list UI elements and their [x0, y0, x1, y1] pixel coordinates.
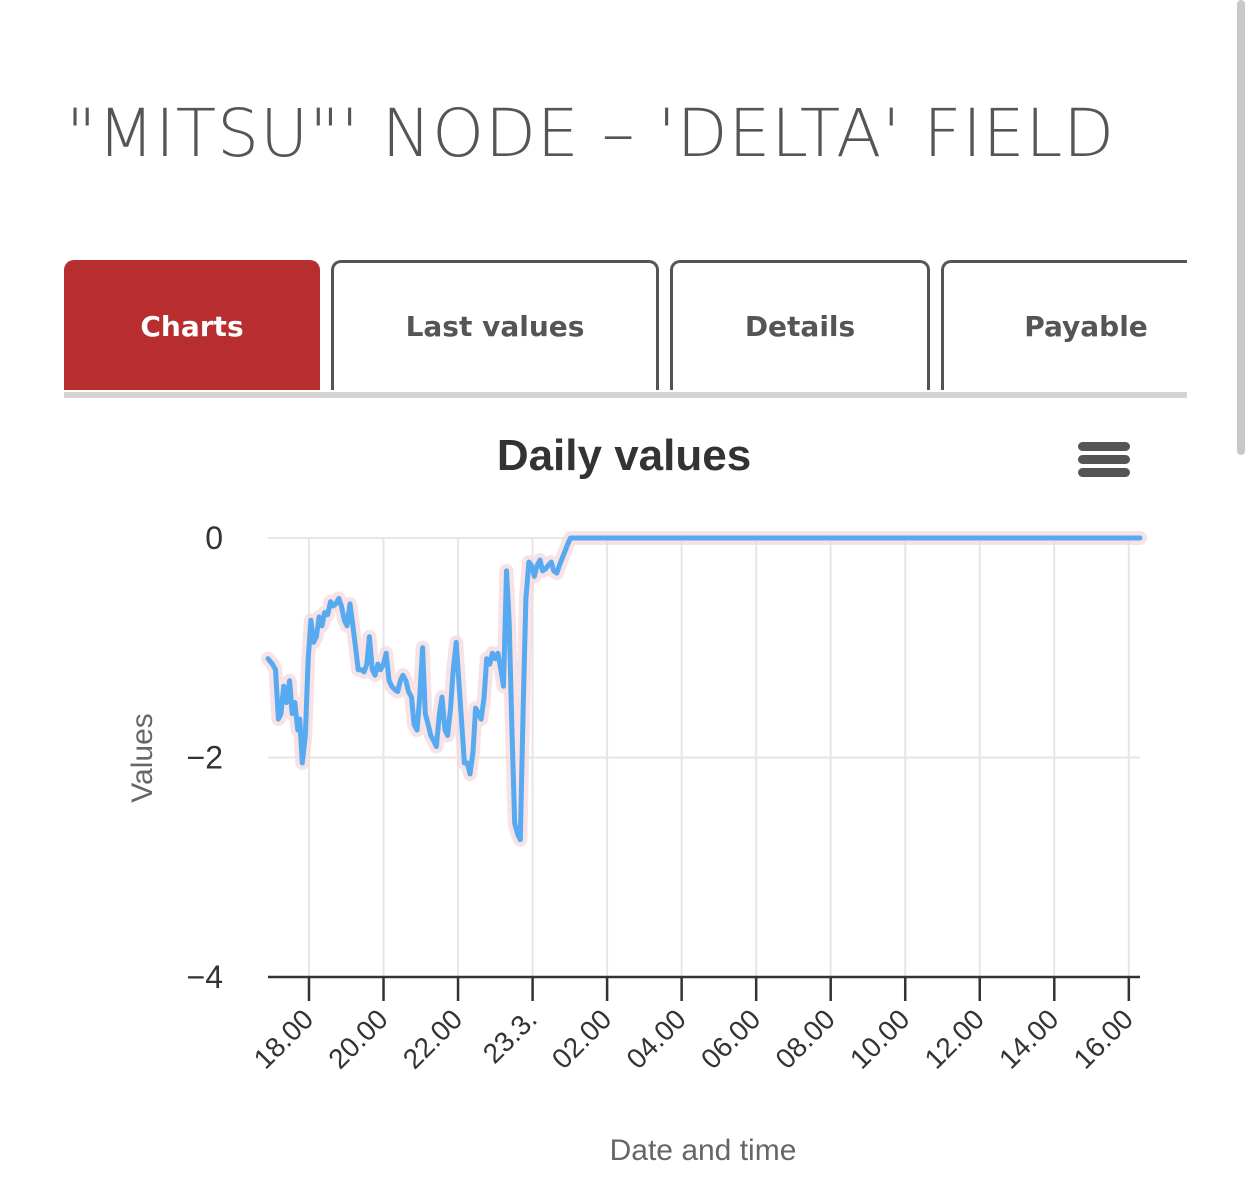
- x-tick-label: 12.00: [919, 1003, 990, 1074]
- x-axis-label: Date and time: [610, 1134, 797, 1167]
- vertical-scrollbar[interactable]: [1237, 0, 1245, 455]
- y-axis-label: Values: [126, 713, 159, 803]
- chart-menu-button[interactable]: [1074, 438, 1134, 486]
- page-title: "MITSU"' NODE – 'DELTA' FIELD: [66, 95, 1116, 172]
- y-tick-label: 0: [205, 520, 223, 556]
- x-tick-label: 04.00: [620, 1003, 691, 1074]
- hamburger-menu-icon: [1074, 442, 1134, 477]
- x-tick-label: 14.00: [993, 1003, 1064, 1074]
- x-tick-label: 10.00: [844, 1003, 915, 1074]
- tab-payable[interactable]: Payable: [941, 260, 1187, 390]
- daily-values-chart: 0 −2 −4 18.00 20.00 22.00 23.3. 02.00 04.00 06.00…: [126, 431, 1147, 1167]
- tab-underline: [64, 392, 1187, 398]
- x-tick-label: 02.00: [546, 1003, 617, 1074]
- tab-charts[interactable]: Charts: [64, 260, 320, 390]
- x-tick-label: 06.00: [695, 1003, 766, 1074]
- x-tick-label: 20.00: [322, 1003, 393, 1074]
- x-tick-label: 18.00: [248, 1003, 319, 1074]
- series-layer: [261, 531, 1147, 847]
- grid-layer: [268, 537, 1140, 977]
- x-tick-label: 16.00: [1068, 1003, 1139, 1074]
- chart-container: 0 −2 −4 18.00 20.00 22.00 23.3. 02.00 04.00 06.00…: [64, 400, 1187, 1190]
- y-tick-label: −4: [187, 959, 223, 995]
- x-tick-label: 22.00: [397, 1003, 468, 1074]
- series-line: [265, 535, 1143, 843]
- tab-details[interactable]: Details: [670, 260, 930, 390]
- y-tick-label: −2: [187, 740, 223, 776]
- tab-bar: Charts Last values Details Payable: [64, 260, 1187, 398]
- chart-title: Daily values: [497, 431, 751, 480]
- x-tick-label: 08.00: [769, 1003, 840, 1074]
- tab-last-values[interactable]: Last values: [331, 260, 659, 390]
- x-tick-label: 23.3.: [477, 1003, 543, 1069]
